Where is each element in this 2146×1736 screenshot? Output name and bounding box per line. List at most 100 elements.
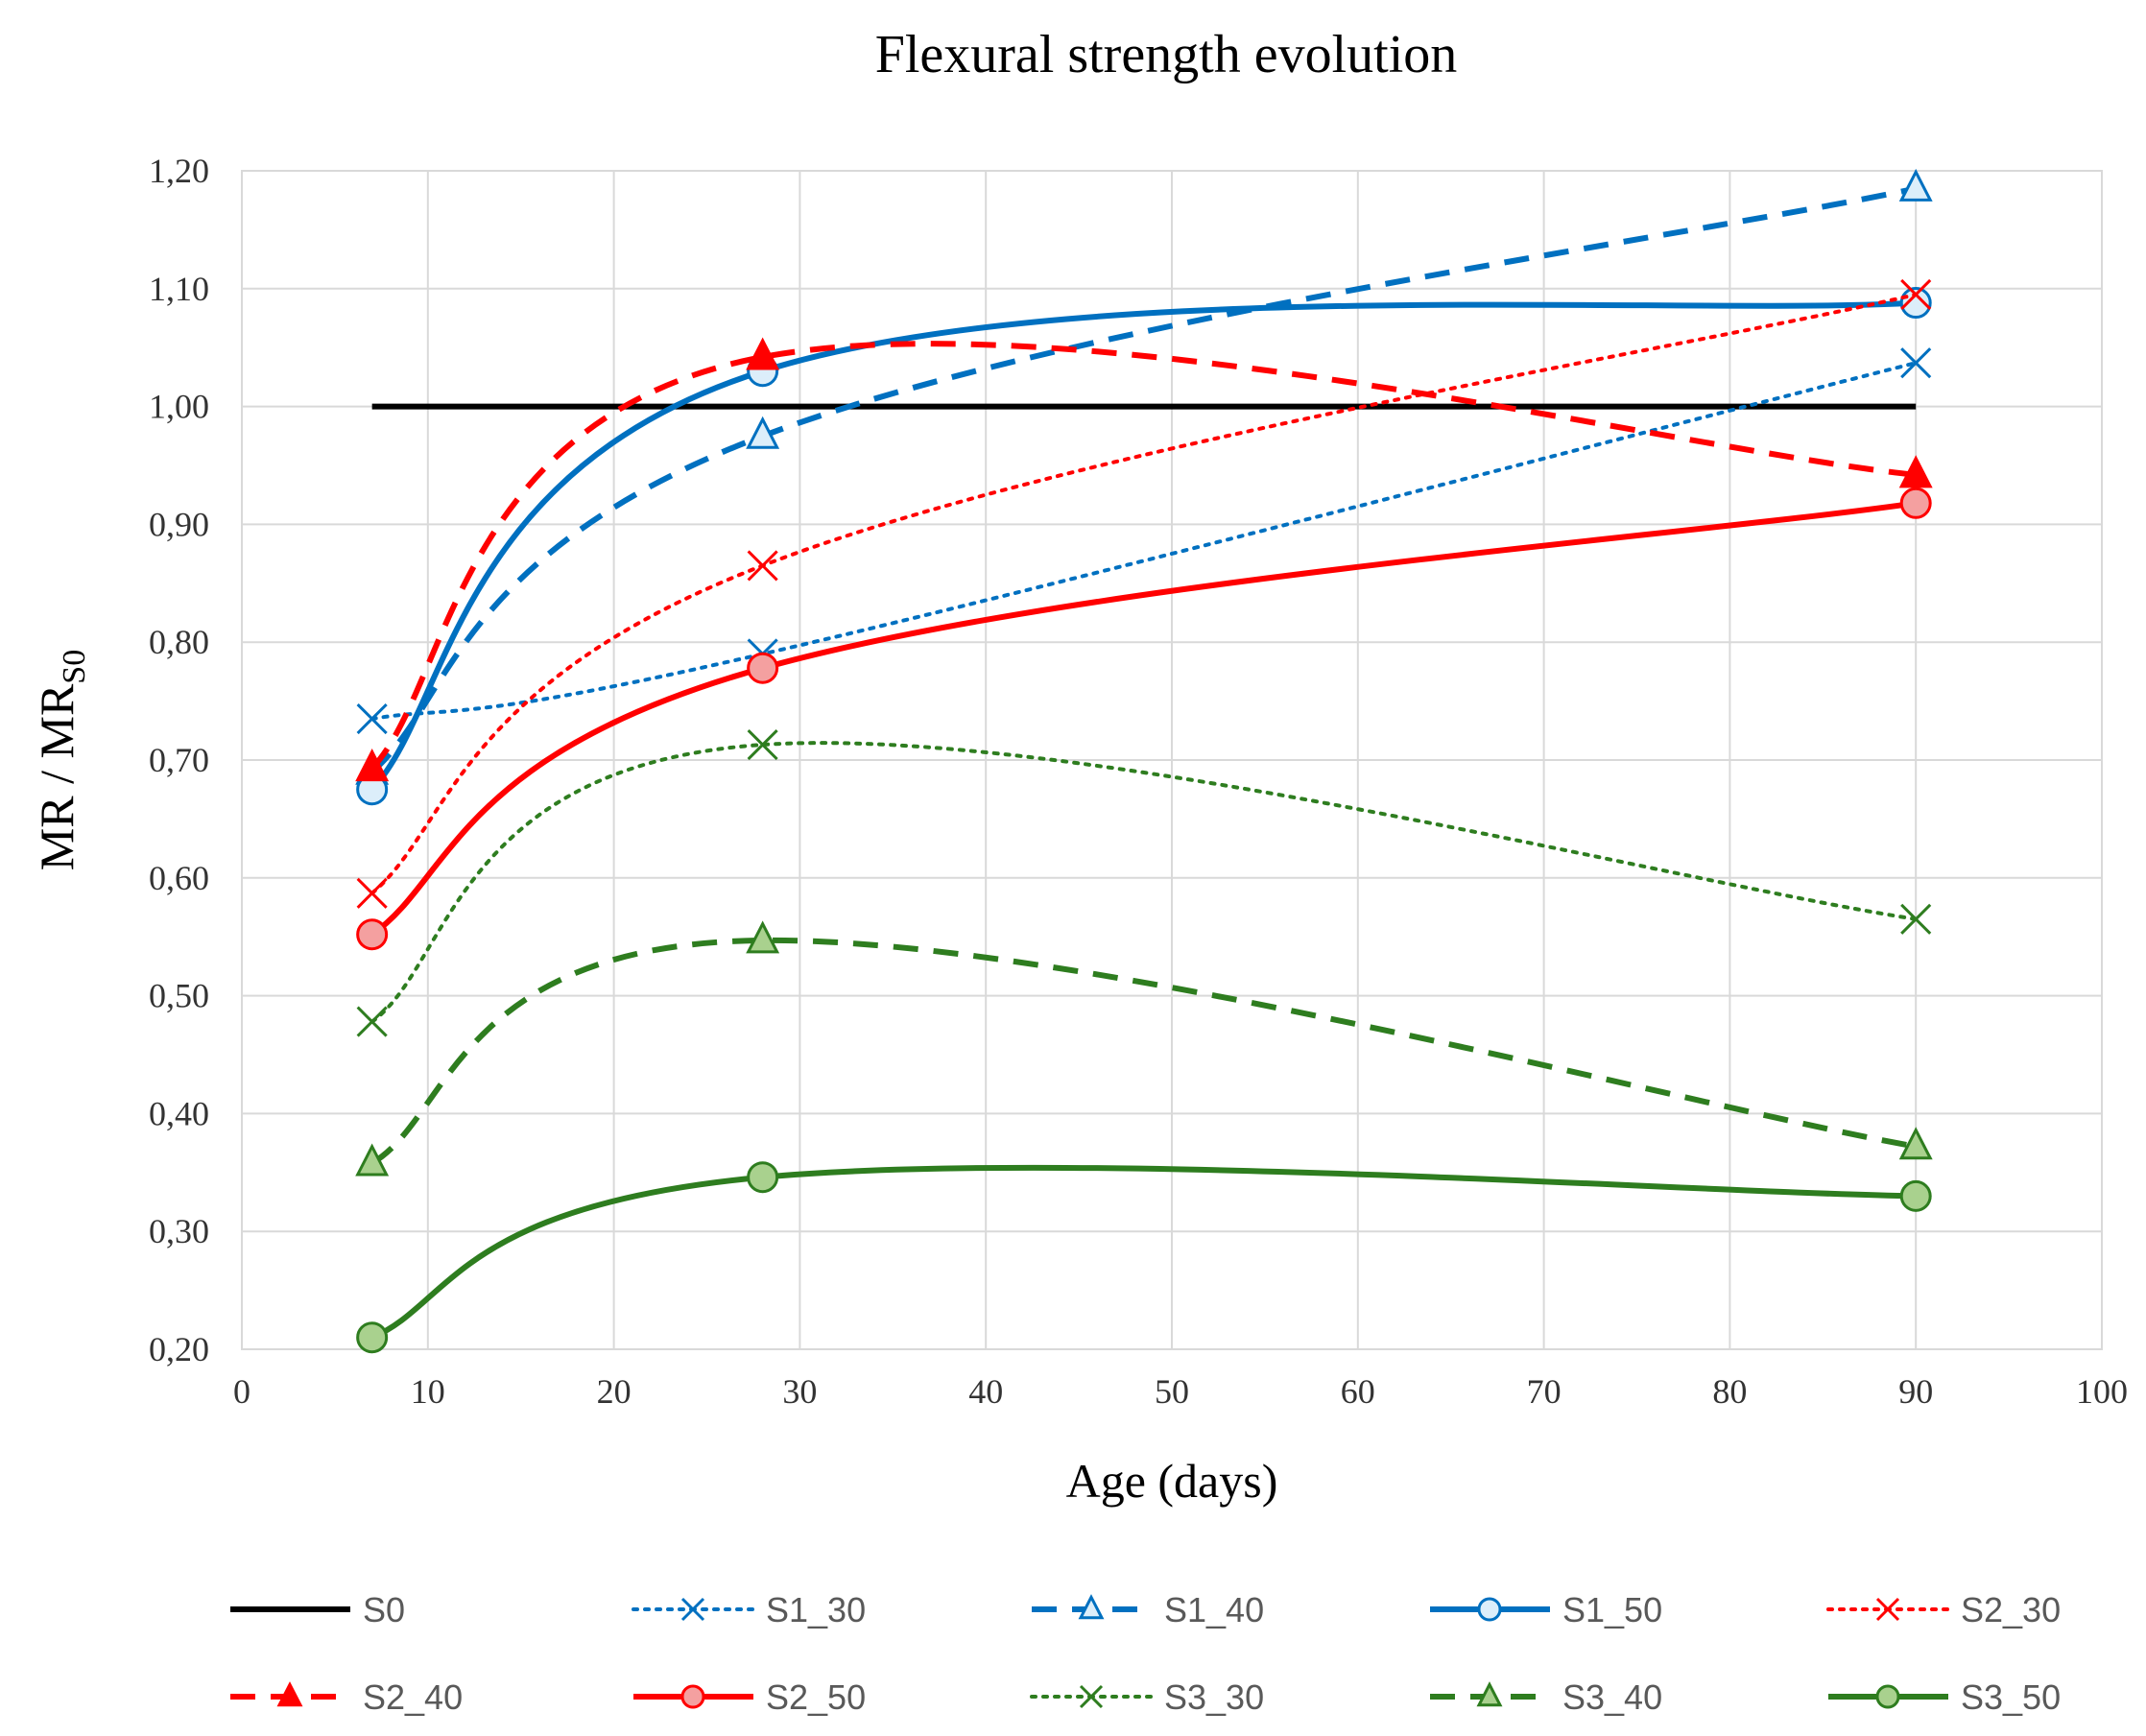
series-s1-50 (356, 287, 1932, 806)
line-s3-50 (370, 1164, 1917, 1341)
legend-marker-s1-30 (680, 1597, 705, 1622)
point-s3-50 (747, 1161, 779, 1194)
line-s3-40 (370, 937, 1917, 1166)
series-s3-50 (356, 1161, 1932, 1354)
legend-item-s2-30: S2_30 (1826, 1590, 2061, 1629)
tick-layer: 0 10 20 30 40 50 60 70 80 90 100 1,20 1,10 1,00 0,90 0,… (149, 152, 2128, 1411)
point-s1-40 (746, 416, 780, 449)
y-axis-title-subscript: S0 (57, 650, 92, 684)
legend-item-s3-30: S3_30 (1030, 1677, 1264, 1717)
legend-item-s1-40: S1_40 (1032, 1590, 1264, 1629)
y-tick-label: 1,00 (149, 388, 209, 426)
point-s2-50 (747, 652, 779, 684)
y-tick-label: 0,60 (149, 859, 209, 897)
y-tick-label: 0,40 (149, 1094, 209, 1132)
line-s2-40 (370, 341, 1917, 771)
x-tick-label: 70 (1527, 1372, 1562, 1411)
series-s2-40 (355, 337, 1933, 782)
y-tick-label: 0,80 (149, 623, 209, 661)
point-s3-30 (747, 728, 778, 761)
line-s2-50 (370, 500, 1917, 938)
y-tick-label: 0,90 (149, 505, 209, 543)
line-s1-30 (370, 361, 1919, 722)
legend-label-s3-50: S3_50 (1961, 1677, 2061, 1717)
legend-label-s2-50: S2_50 (766, 1677, 866, 1717)
point-s2-30 (747, 550, 778, 582)
legend-marker-s2-40 (276, 1681, 303, 1707)
point-s2-40 (355, 749, 390, 782)
point-s1-40 (1898, 168, 1933, 202)
legend-marker-s2-30 (1875, 1597, 1900, 1622)
point-s3-40 (1898, 1127, 1933, 1160)
series-s2-30 (356, 278, 1932, 909)
legend-item-s1-30: S1_30 (632, 1590, 866, 1629)
point-s2-30 (356, 877, 388, 909)
point-s2-50 (1899, 487, 1932, 519)
series-layer (355, 168, 1933, 1354)
legend-label-s1-40: S1_40 (1164, 1590, 1264, 1629)
legend-item-s3-40: S3_40 (1430, 1677, 1662, 1717)
line-s1-40 (370, 185, 1917, 774)
y-tick-label: 0,20 (149, 1330, 209, 1368)
point-s3-30 (1900, 903, 1932, 935)
series-s3-40 (355, 920, 1933, 1177)
y-tick-label: 1,20 (149, 152, 209, 190)
legend-label-s0: S0 (363, 1590, 405, 1629)
legend-item-s2-50: S2_50 (633, 1677, 866, 1717)
point-s3-40 (355, 1143, 390, 1177)
series-s1-30 (356, 347, 1932, 735)
point-s3-30 (356, 1006, 388, 1037)
x-tick-label: 0 (233, 1372, 250, 1411)
legend-label-s3-30: S3_30 (1164, 1677, 1264, 1717)
x-tick-label: 60 (1341, 1372, 1375, 1411)
point-s3-50 (356, 1321, 389, 1354)
x-axis-title: Age (days) (1066, 1454, 1278, 1508)
point-s3-50 (1899, 1179, 1932, 1212)
legend-label-s3-40: S3_40 (1562, 1677, 1662, 1717)
legend-label-s1-30: S1_30 (766, 1590, 866, 1629)
legend-item-s0: S0 (230, 1590, 405, 1629)
x-tick-label: 50 (1155, 1372, 1189, 1411)
point-s2-40 (746, 337, 780, 370)
legend-item-s3-50: S3_50 (1828, 1677, 2061, 1717)
x-tick-label: 10 (411, 1372, 445, 1411)
chart-title: Flexural strength evolution (875, 25, 1458, 84)
point-s2-30 (1900, 278, 1932, 311)
legend-label-s2-40: S2_40 (363, 1677, 463, 1717)
point-s2-40 (1898, 455, 1933, 488)
x-tick-label: 30 (782, 1372, 817, 1411)
legend-marker-s1-40 (1078, 1594, 1105, 1620)
line-s1-50 (370, 299, 1917, 792)
point-s1-50 (1899, 287, 1932, 320)
point-s2-50 (356, 918, 389, 951)
point-s1-30 (356, 702, 388, 735)
series-s3-30 (356, 728, 1932, 1037)
x-tick-label: 100 (2076, 1372, 2128, 1411)
legend-label-s2-30: S2_30 (1961, 1590, 2061, 1629)
legend-marker-s3-40 (1476, 1681, 1503, 1707)
legend-label-s1-50: S1_50 (1562, 1590, 1662, 1629)
y-tick-label: 1,10 (149, 270, 209, 308)
x-tick-label: 80 (1712, 1372, 1747, 1411)
legend: S0 S1_30 S1_40 S1_50 S2_30 S2_40 S2_50 S3_30 S3_… (230, 1590, 2061, 1717)
x-tick-label: 90 (1898, 1372, 1933, 1411)
point-s1-30 (1900, 347, 1932, 379)
legend-marker-s3-30 (1079, 1684, 1104, 1709)
plot-area-frame (241, 170, 2103, 1350)
legend-item-s1-50: S1_50 (1430, 1590, 1662, 1629)
y-tick-label: 0,50 (149, 977, 209, 1015)
y-axis-title-main: MR / MR (30, 683, 83, 870)
x-tick-label: 40 (968, 1372, 1003, 1411)
y-axis-title: MR / MRS0 (30, 650, 92, 870)
x-tick-label: 20 (597, 1372, 632, 1411)
line-s2-30 (370, 292, 1919, 895)
point-s3-40 (746, 920, 780, 954)
grid-layer (241, 170, 2103, 1350)
y-tick-label: 0,70 (149, 741, 209, 779)
y-tick-label: 0,30 (149, 1212, 209, 1250)
legend-marker-s3-50 (1875, 1684, 1900, 1709)
legend-marker-s2-50 (680, 1684, 705, 1709)
legend-marker-s1-50 (1477, 1597, 1502, 1622)
series-s2-50 (356, 487, 1932, 951)
